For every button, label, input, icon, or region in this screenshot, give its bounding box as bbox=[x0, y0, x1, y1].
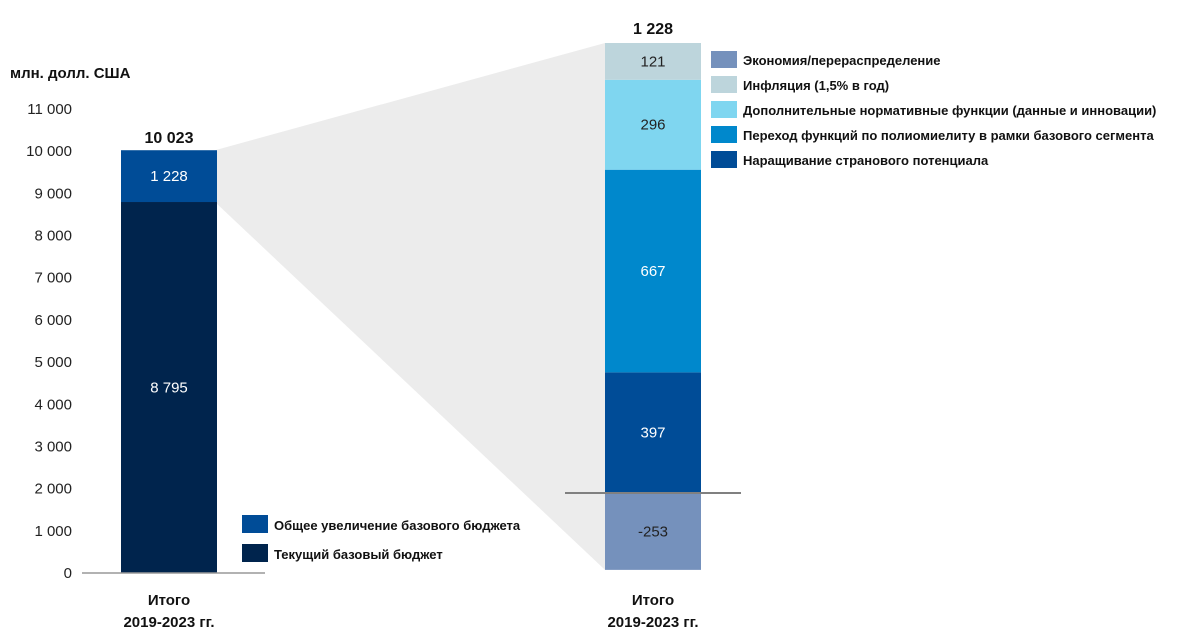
legend-label: Текущий базовый бюджет bbox=[274, 547, 443, 562]
x-category-label: Итого bbox=[632, 592, 674, 609]
legend-label: Общее увеличение базового бюджета bbox=[274, 518, 521, 533]
bar-segment-переход-функций-по-полиомиелиту-в-рамки-базового-сегмента bbox=[605, 169, 701, 373]
y-tick-label: 6 000 bbox=[34, 312, 72, 329]
total-label: 10 023 bbox=[145, 130, 194, 147]
y-tick-label: 10 000 bbox=[26, 143, 72, 160]
data-label: 121 bbox=[640, 53, 665, 70]
legend-swatch bbox=[711, 51, 737, 68]
x-category-label: Итого bbox=[148, 592, 190, 609]
total-budget-bar: 8 795 1 228 10 023 bbox=[121, 130, 217, 573]
bar-segment-текущий-базовый-бюджет bbox=[121, 202, 217, 573]
legend-total-bar: Общее увеличение базового бюджета Текущий… bbox=[242, 515, 521, 562]
legend-swatch bbox=[711, 151, 737, 168]
x-category-label: 2019-2023 гг. bbox=[607, 614, 698, 631]
y-axis: 0 1 000 2 000 3 000 4 000 5 000 6 000 7 000 8 00… bbox=[26, 101, 72, 582]
y-tick-label: 4 000 bbox=[34, 396, 72, 413]
bar-segment-инфляция-1-5-в-год bbox=[605, 43, 701, 80]
x-category-label: 2019-2023 гг. bbox=[123, 614, 214, 631]
increase-breakdown-bar: -253 397 667 296 121 1 228 bbox=[605, 21, 701, 570]
bar-segment-общее-увеличение-базового-бюджета bbox=[121, 150, 217, 203]
legend-label: Экономия/перераспределение bbox=[743, 53, 941, 68]
data-label: -253 bbox=[638, 523, 668, 540]
y-tick-label: 8 000 bbox=[34, 228, 72, 245]
legend-swatch bbox=[711, 76, 737, 93]
legend-swatch bbox=[711, 101, 737, 118]
data-label: 1 228 bbox=[150, 168, 188, 185]
y-tick-label: 5 000 bbox=[34, 354, 72, 371]
y-tick-label: 11 000 bbox=[27, 101, 72, 118]
data-label: 667 bbox=[640, 263, 665, 280]
y-tick-label: 9 000 bbox=[34, 185, 72, 202]
bar-segment-дополнительные-нормативные-функции-данные-и-инновации bbox=[605, 79, 701, 170]
data-label: 8 795 bbox=[150, 380, 188, 397]
data-label: 397 bbox=[640, 425, 665, 442]
legend-label: Дополнительные нормативные функции (данн… bbox=[743, 103, 1156, 118]
data-label: 296 bbox=[640, 117, 665, 134]
category-labels: Итого 2019-2023 гг. Итого 2019-2023 гг. bbox=[123, 592, 698, 631]
legend-swatch bbox=[242, 544, 268, 562]
legend-swatch bbox=[242, 515, 268, 533]
bar-segment-наращивание-странового-потенциала bbox=[605, 372, 701, 493]
y-tick-label: 1 000 bbox=[34, 523, 72, 540]
y-tick-label: 0 bbox=[64, 565, 72, 582]
y-tick-label: 2 000 bbox=[34, 481, 72, 498]
zoom-connector bbox=[215, 43, 605, 570]
legend-label: Инфляция (1,5% в год) bbox=[743, 78, 889, 93]
bar-segment-экономия-перераспределение bbox=[605, 493, 701, 570]
y-axis-unit-label: млн. долл. США bbox=[10, 65, 131, 82]
legend-breakdown-bar: Экономия/перераспределение Инфляция (1,5%… bbox=[711, 51, 1156, 168]
legend-swatch bbox=[711, 126, 737, 143]
legend-label: Наращивание странового потенциала bbox=[743, 153, 989, 168]
total-label: 1 228 bbox=[633, 21, 673, 38]
y-tick-label: 7 000 bbox=[34, 270, 72, 287]
y-tick-label: 3 000 bbox=[34, 438, 72, 455]
legend-label: Переход функций по полиомиелиту в рамки … bbox=[743, 128, 1155, 143]
